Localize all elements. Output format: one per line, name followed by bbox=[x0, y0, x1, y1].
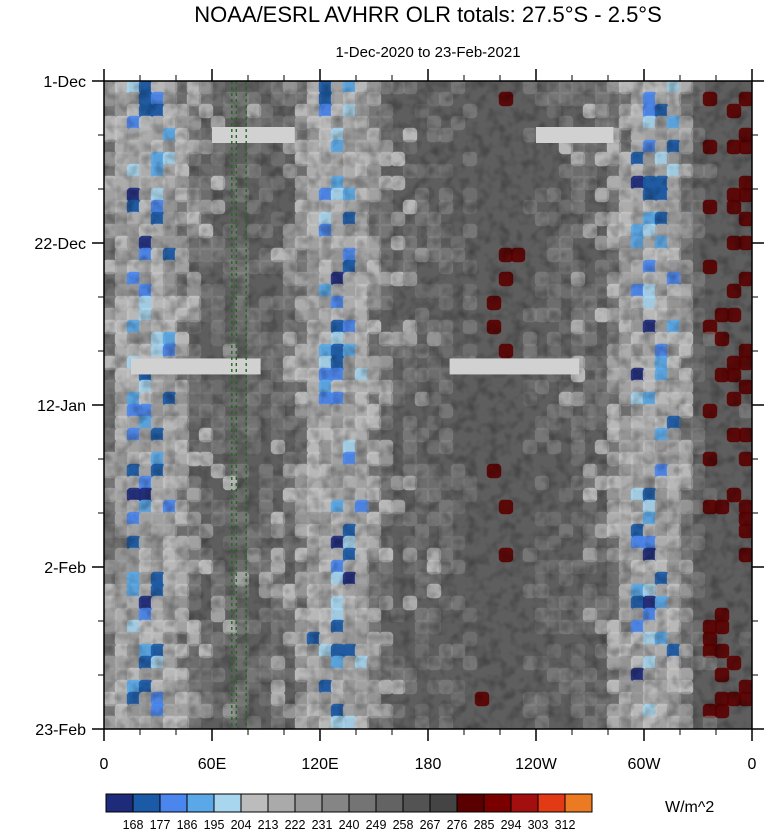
colorbar-label: 258 bbox=[393, 818, 414, 830]
colorbar-label: 222 bbox=[285, 818, 306, 830]
colorbar-label: 186 bbox=[177, 818, 198, 830]
colorbar-label: 312 bbox=[555, 818, 576, 830]
colorbar-swatch bbox=[348, 793, 377, 813]
colorbar-swatch bbox=[510, 793, 539, 813]
x-tick-label: 120E bbox=[301, 756, 338, 773]
colorbar-swatch bbox=[375, 793, 404, 813]
y-tick-label: 1-Dec bbox=[43, 74, 86, 91]
x-tick-label: 60W bbox=[628, 756, 662, 773]
colorbar-label: 231 bbox=[312, 818, 333, 830]
field-texture bbox=[104, 81, 752, 729]
colorbar-swatch bbox=[267, 793, 296, 813]
plot-area bbox=[103, 80, 753, 730]
y-axis: 1-Dec 22-Dec 12-Jan 2-Feb 23-Feb bbox=[34, 74, 764, 739]
colorbar-swatch bbox=[105, 793, 134, 813]
missing-data-bar bbox=[536, 127, 614, 143]
colorbar: 168 177 186 195 204 213 222 231 240 249 258 267 276 2… bbox=[105, 793, 593, 830]
colorbar-swatch bbox=[294, 793, 323, 813]
colorbar-label: 195 bbox=[204, 818, 225, 830]
colorbar-label: 294 bbox=[501, 818, 522, 830]
colorbar-swatch bbox=[240, 793, 269, 813]
x-axis: 0 60E 120E 180 120W 60W 0 bbox=[100, 69, 757, 773]
x-tick-label: 0 bbox=[748, 756, 757, 773]
colorbar-label: 303 bbox=[528, 818, 549, 830]
colorbar-label: 177 bbox=[150, 818, 171, 830]
colorbar-swatch bbox=[213, 793, 242, 813]
colorbar-label: 267 bbox=[420, 818, 441, 830]
colorbar-swatch bbox=[186, 793, 215, 813]
colorbar-label: 249 bbox=[366, 818, 387, 830]
chart-title: NOAA/ESRL AVHRR OLR totals: 27.5°S - 2.5… bbox=[194, 2, 662, 27]
chart-subtitle: 1-Dec-2020 to 23-Feb-2021 bbox=[335, 44, 520, 61]
colorbar-swatch bbox=[321, 793, 350, 813]
colorbar-swatch bbox=[537, 793, 566, 813]
missing-data-bar bbox=[449, 358, 580, 375]
colorbar-label: 168 bbox=[123, 818, 144, 830]
missing-data-bars bbox=[131, 127, 614, 375]
y-tick-label: 12-Jan bbox=[37, 398, 86, 415]
colorbar-swatch bbox=[564, 793, 593, 813]
y-tick-label: 22-Dec bbox=[34, 236, 86, 253]
x-tick-label: 180 bbox=[415, 756, 442, 773]
colorbar-label: 276 bbox=[447, 818, 468, 830]
colorbar-swatch bbox=[402, 793, 431, 813]
missing-data-bar bbox=[131, 358, 261, 375]
x-tick-label: 0 bbox=[100, 756, 109, 773]
x-tick-label: 120W bbox=[515, 756, 558, 773]
colorbar-swatch bbox=[159, 793, 188, 813]
colorbar-swatch bbox=[456, 793, 485, 813]
colorbar-units: W/m^2 bbox=[665, 799, 714, 816]
colorbar-swatch bbox=[132, 793, 161, 813]
colorbar-swatch bbox=[429, 793, 458, 813]
y-tick-label: 23-Feb bbox=[35, 722, 86, 739]
reference-lines bbox=[231, 81, 247, 729]
missing-data-bar bbox=[212, 127, 295, 143]
colorbar-label: 204 bbox=[231, 818, 252, 830]
colorbar-label: 213 bbox=[258, 818, 279, 830]
y-tick-label: 2-Feb bbox=[44, 560, 86, 577]
colorbar-label: 240 bbox=[339, 818, 360, 830]
x-tick-label: 60E bbox=[198, 756, 226, 773]
colorbar-swatch bbox=[483, 793, 512, 813]
colorbar-label: 285 bbox=[474, 818, 495, 830]
